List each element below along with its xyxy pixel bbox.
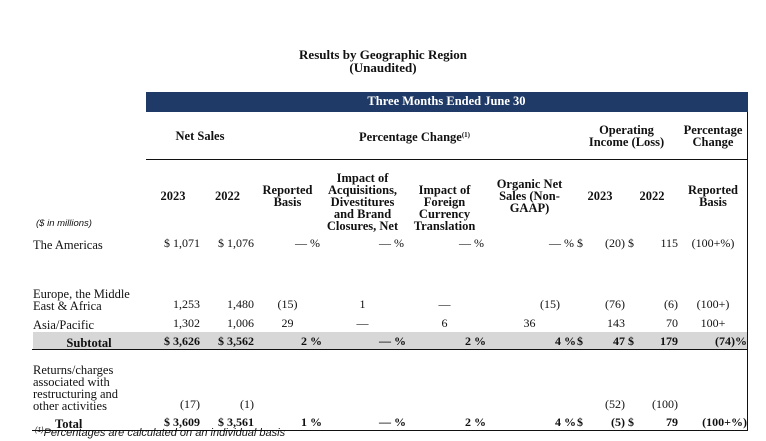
cell-change: 100+ — [678, 312, 748, 332]
cell-fx: 2 % — [404, 331, 486, 350]
footnote: (1)Percentages are calculated on an indi… — [35, 427, 285, 439]
col-oi-2022: 2022 — [625, 159, 679, 233]
cell-ns2022: $ 3,562 — [200, 331, 255, 350]
title-text: Results by Geographic Region — [299, 47, 467, 62]
results-table: Three Months Ended June 30 Net Sales Per… — [32, 91, 748, 431]
subtotal-row: Subtotal $ 3,626 $ 3,562 2 % — % 2 % 4 %… — [32, 331, 748, 350]
cell-organic: 4 % — [484, 412, 576, 431]
cell-fx: — % — [404, 232, 485, 252]
cell-acq: — % — [320, 412, 406, 431]
net-sales-label: Net Sales — [175, 128, 225, 143]
cell-change: (74)% — [678, 331, 748, 350]
cell-fx: 2 % — [404, 412, 486, 431]
cell-oi2023: (52) — [574, 349, 626, 413]
cell-ns2023: 1,253 — [145, 251, 201, 313]
cell-ns2022: 1,006 — [200, 312, 255, 332]
cell-oi2022: (6) — [625, 251, 679, 313]
cell-acq — [320, 349, 405, 413]
pct-change-label: Percentage Change — [358, 129, 462, 144]
cell-ns2022: $ 1,076 — [200, 232, 255, 252]
cell-reported: — % — [254, 232, 321, 252]
cell-acq: — — [320, 312, 405, 332]
column-header-row: ($ in millions) 2023 2022 Reported Basis… — [33, 159, 748, 233]
footnote-text: Percentages are calculated on an individ… — [43, 427, 286, 439]
col-acq: Impact of Acquisitions, Divestitures and… — [320, 159, 405, 233]
cell-oi2023: $ (20) — [574, 232, 626, 252]
table-row: Returns/charges associated with restruct… — [33, 349, 748, 413]
cell-oi2022: $79 — [625, 412, 679, 431]
cell-acq: — % — [320, 331, 406, 350]
col-oi-2023: 2023 — [574, 159, 626, 233]
cell-change: (100+%) — [678, 232, 748, 252]
cell-ns2023: $ 3,609 — [145, 412, 201, 431]
table-row: Europe, the Middle East & Africa 1,253 1… — [33, 251, 748, 313]
cell-organic: — % — [484, 232, 575, 252]
subtotal-label: Subtotal — [32, 331, 146, 350]
row-label: Europe, the Middle East & Africa — [33, 287, 130, 313]
col-fx: Impact of Foreign Currency Translation — [404, 159, 485, 233]
cell-change — [678, 349, 748, 413]
total-row: Total $ 3,609 $ 3,561 1 % — % 2 % 4 % $(… — [32, 412, 748, 431]
cell-organic: 36 — [484, 312, 575, 332]
subtitle-text: (Unaudited) — [349, 60, 417, 75]
cell-oi2023: $ (5) — [574, 412, 626, 431]
cell-organic: (15) — [484, 251, 575, 313]
table-row: Asia/Pacific 1,302 1,006 29 — 6 36 143 7… — [33, 312, 748, 332]
cell-ns2023: $ 3,626 — [145, 331, 201, 350]
cell-ns2023: $ 1,071 — [145, 232, 201, 252]
cell-reported: (15) — [254, 251, 321, 313]
band-header: Three Months Ended June 30 — [145, 91, 748, 112]
cell-reported — [254, 349, 321, 413]
pct-change-note: (1) — [461, 130, 471, 139]
cell-fx — [404, 349, 485, 413]
row-label: Returns/charges associated with restruct… — [33, 363, 119, 413]
cell-oi2023: $47 — [574, 331, 626, 350]
cell-fx: — — [404, 251, 485, 313]
cell-ns2022: 1,480 — [200, 251, 255, 313]
net-sales-header: Net Sales — [145, 111, 255, 160]
op-income-header: Operating Income (Loss) — [574, 111, 679, 160]
cell-oi2023: (76) — [574, 251, 626, 313]
cell-change: (100+) — [678, 251, 748, 313]
cell-acq: — % — [320, 232, 405, 252]
col-reported2: Reported Basis — [678, 159, 748, 233]
col-organic: Organic Net Sales (Non-GAAP) — [484, 159, 575, 233]
cell-oi2023: 143 — [574, 312, 626, 332]
cell-oi2022: 70 — [625, 312, 679, 332]
band-blank — [33, 92, 146, 112]
cell-ns2022: $ 3,561 — [200, 412, 255, 431]
cell-reported: 2 % — [254, 331, 322, 350]
cell-oi2022: (100) — [625, 349, 679, 413]
blank-cell — [33, 112, 146, 160]
cell-change: (100+%) — [678, 412, 748, 431]
row-label: The Americas — [32, 232, 146, 252]
group-header-row: Net Sales Percentage Change(1) Operating… — [33, 111, 748, 160]
total-label: Total — [32, 412, 146, 431]
cell-organic: 4 % — [484, 331, 576, 350]
col-2023: 2023 — [145, 159, 201, 233]
cell-acq: 1 — [320, 251, 405, 313]
cell-oi2022: $115 — [625, 232, 679, 252]
cell-oi2022: $179 — [625, 331, 679, 350]
cell-ns2023: (17) — [145, 349, 201, 413]
pct-change-header: Percentage Change(1) — [254, 111, 575, 160]
cell-ns2023: 1,302 — [145, 312, 201, 332]
cell-organic — [484, 349, 575, 413]
cell-ns2022: (1) — [200, 349, 255, 413]
units-label: ($ in millions) — [36, 218, 92, 229]
report-title: Results by Geographic Region (Unaudited) — [0, 48, 766, 74]
col-reported: Reported Basis — [254, 159, 321, 233]
cell-fx: 6 — [404, 312, 485, 332]
cell-reported: 29 — [254, 312, 321, 332]
band-row: Three Months Ended June 30 — [33, 91, 748, 112]
pct-change2-header: Percentage Change — [678, 111, 748, 160]
row-label: Asia/Pacific — [33, 318, 95, 332]
col-2022: 2022 — [200, 159, 255, 233]
footnote-marker: (1) — [35, 427, 44, 434]
table-row: The Americas $ 1,071 $ 1,076 — % — % — %… — [32, 232, 748, 252]
cell-reported: 1 % — [254, 412, 322, 431]
